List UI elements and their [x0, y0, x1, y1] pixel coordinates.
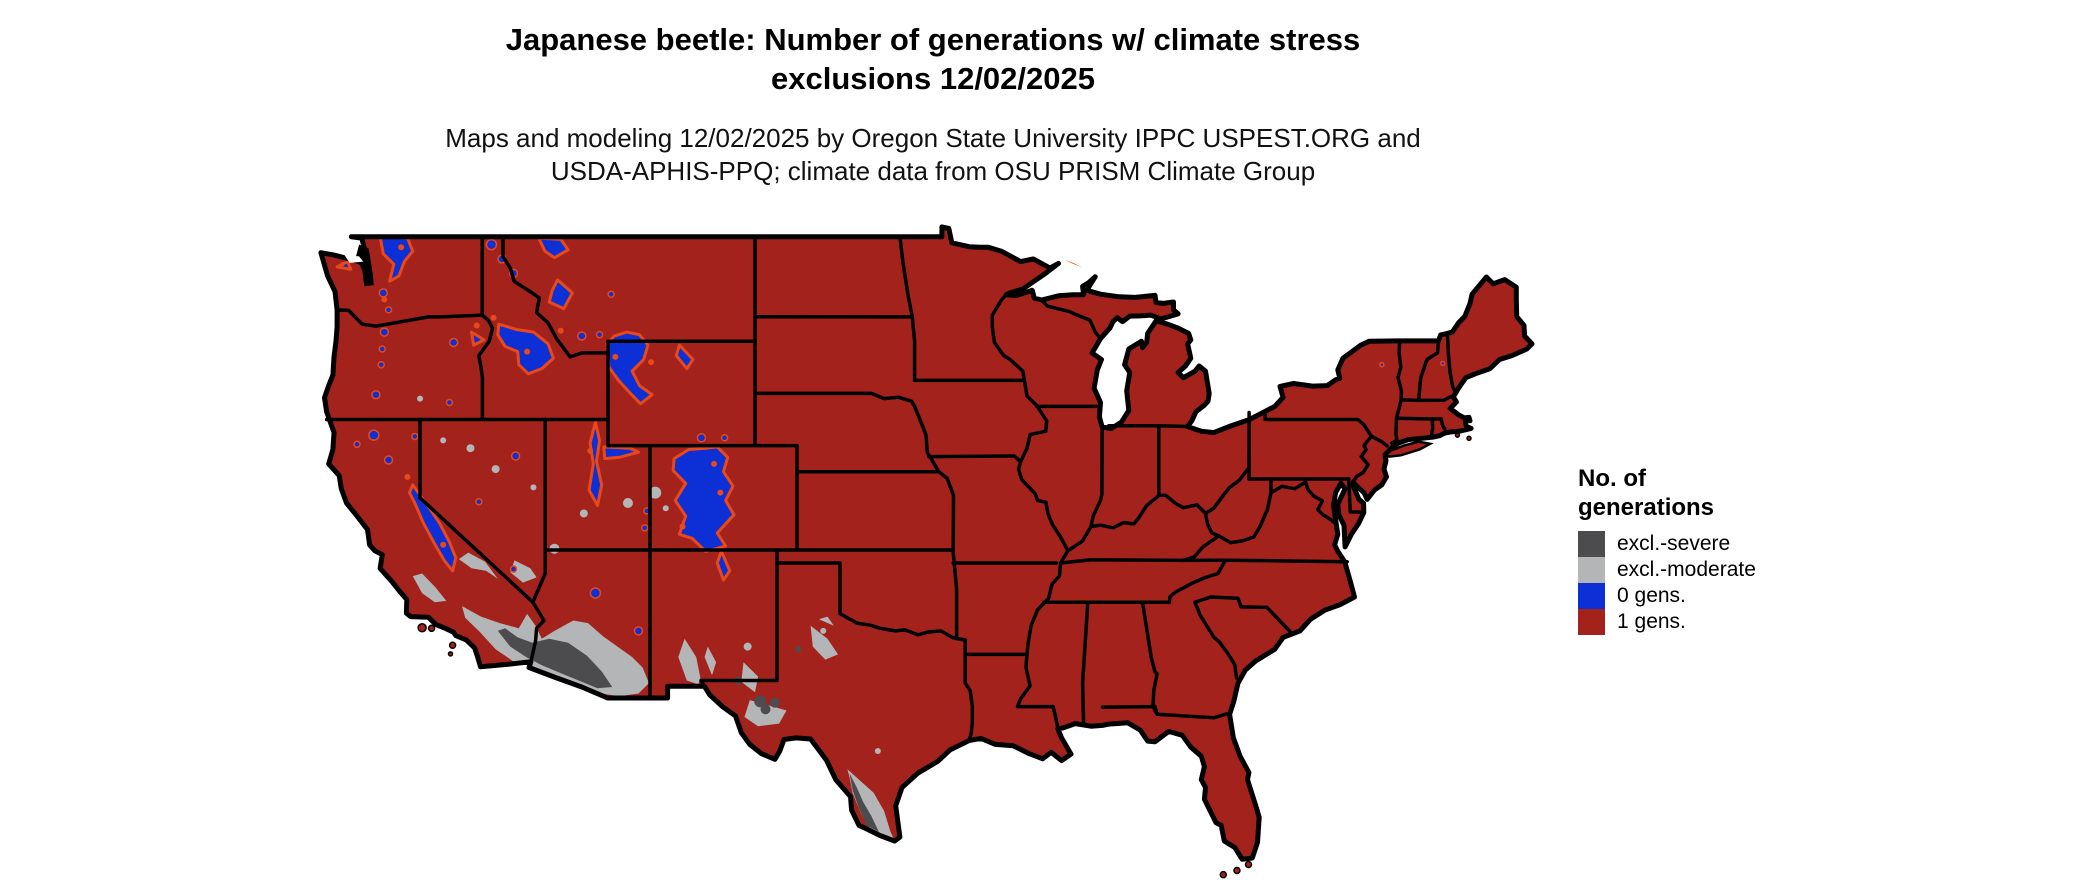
state-borders [324, 235, 1458, 743]
legend-item-label: excl.-moderate [1617, 558, 1756, 581]
page-subtitle-line1: Maps and modeling 12/02/2025 by Oregon S… [445, 123, 1421, 153]
legend-item-label: 0 gens. [1617, 584, 1686, 607]
legend-swatch-0-gens [1578, 583, 1605, 609]
legend-item-label: excl.-severe [1617, 532, 1731, 555]
legend-item: 1 gens. [1578, 609, 1756, 635]
legend-rows: excl.-severe excl.-moderate 0 gens. 1 ge… [1578, 531, 1756, 635]
legend-title-line2: generations [1578, 494, 1715, 521]
legend-title-line1: No. of [1578, 465, 1646, 492]
us-outline [318, 224, 1535, 862]
title-block: Japanese beetle: Number of generations w… [0, 20, 1866, 98]
legend-swatch-excl-severe [1578, 531, 1605, 557]
legend-item-label: 1 gens. [1617, 610, 1686, 633]
legend-swatch-1-gens [1578, 609, 1605, 635]
legend-item: excl.-moderate [1578, 557, 1756, 583]
page-title-line2: exclusions 12/02/2025 [770, 61, 1095, 96]
page-title-line1: Japanese beetle: Number of generations w… [505, 22, 1361, 57]
isle-royale [1063, 259, 1083, 268]
legend-swatch-excl-moderate [1578, 557, 1605, 583]
map-legend: No. of generations excl.-severe excl.-mo… [1578, 464, 1756, 635]
map-overlays [335, 235, 1446, 839]
legend-item: excl.-severe [1578, 531, 1756, 557]
puget-sound [356, 244, 374, 287]
subtitle-block: Maps and modeling 12/02/2025 by Oregon S… [0, 122, 1866, 188]
us-land [320, 226, 1532, 860]
legend-item: 0 gens. [1578, 583, 1756, 609]
page-subtitle-line2: USDA-APHIS-PPQ; climate data from OSU PR… [550, 156, 1316, 186]
long-island [1382, 440, 1434, 458]
